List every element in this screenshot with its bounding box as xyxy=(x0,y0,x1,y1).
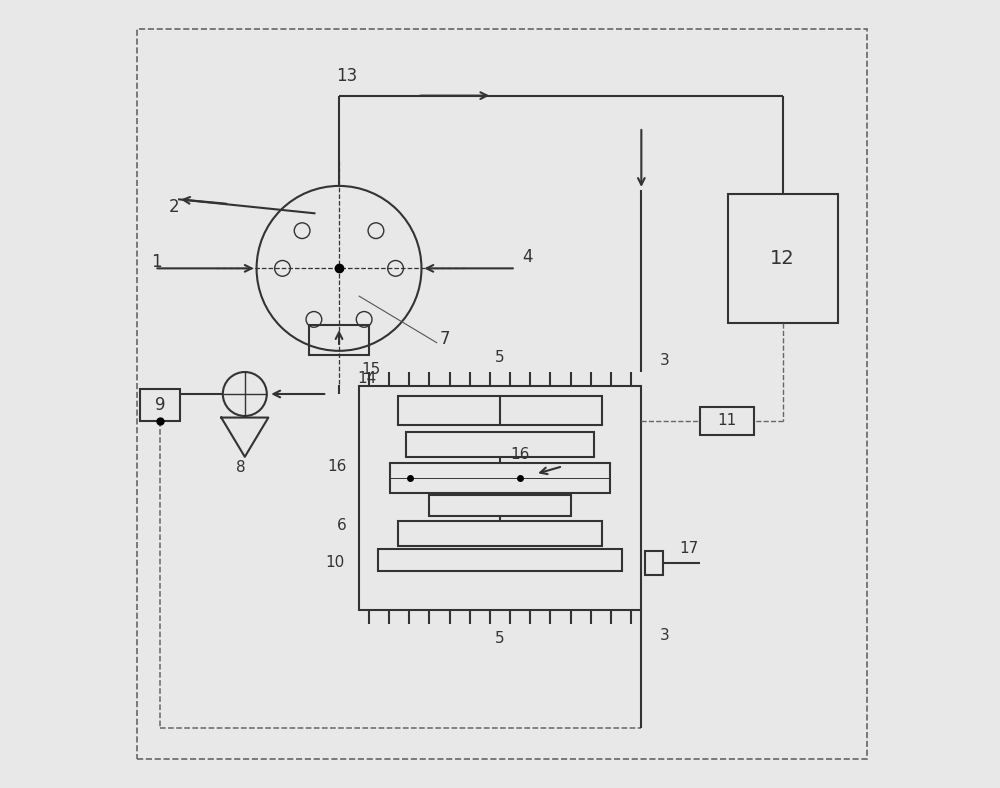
Text: 5: 5 xyxy=(495,630,505,645)
Bar xyxy=(645,551,663,574)
Text: 1: 1 xyxy=(151,253,161,271)
Bar xyxy=(398,521,602,546)
Text: 6: 6 xyxy=(337,518,346,533)
Bar xyxy=(309,325,369,355)
Bar xyxy=(700,407,754,435)
Text: 3: 3 xyxy=(660,353,670,368)
Text: 14: 14 xyxy=(357,371,376,386)
Text: 16: 16 xyxy=(327,459,346,474)
Text: 5: 5 xyxy=(495,351,505,366)
Bar xyxy=(390,463,610,493)
Bar xyxy=(406,432,594,457)
Text: 17: 17 xyxy=(679,541,698,556)
Text: 8: 8 xyxy=(236,459,246,474)
Text: 9: 9 xyxy=(155,396,165,414)
Text: 12: 12 xyxy=(770,249,795,268)
Bar xyxy=(398,396,602,426)
Text: 10: 10 xyxy=(325,556,345,571)
Text: 3: 3 xyxy=(660,628,670,643)
Text: 2: 2 xyxy=(169,198,179,216)
Text: 7: 7 xyxy=(440,330,450,348)
Text: 16: 16 xyxy=(510,447,529,462)
Text: 11: 11 xyxy=(717,413,737,428)
Text: 4: 4 xyxy=(522,247,533,266)
Bar xyxy=(378,549,622,571)
Text: 13: 13 xyxy=(336,67,358,85)
Bar xyxy=(728,194,838,323)
Text: 15: 15 xyxy=(361,362,380,377)
Bar xyxy=(140,388,180,422)
Bar xyxy=(359,386,641,610)
Bar xyxy=(429,495,571,516)
